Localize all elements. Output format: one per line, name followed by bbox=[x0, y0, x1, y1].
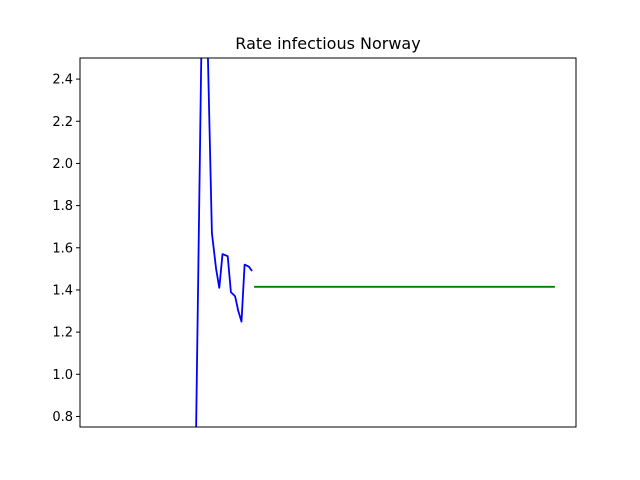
y-tick-label: 2.0 bbox=[52, 157, 73, 172]
y-tick-label: 0.8 bbox=[52, 410, 73, 425]
y-tick-label: 1.0 bbox=[52, 368, 73, 383]
series-line-1 bbox=[195, 58, 253, 427]
chart-title: Rate infectious Norway bbox=[235, 34, 420, 53]
y-tick-label: 1.6 bbox=[52, 241, 73, 256]
plot-area-frame bbox=[79, 57, 577, 428]
y-tick-label: 2.4 bbox=[52, 73, 73, 88]
y-tick-label: 2.2 bbox=[52, 115, 73, 130]
y-axis: 0.8 1.0 1.2 1.4 1.6 1.8 2.0 2.2 2.4 bbox=[52, 73, 80, 425]
y-tick-label: 1.4 bbox=[52, 283, 73, 298]
y-tick-label: 1.8 bbox=[52, 199, 73, 214]
y-tick-label: 1.2 bbox=[52, 326, 73, 341]
